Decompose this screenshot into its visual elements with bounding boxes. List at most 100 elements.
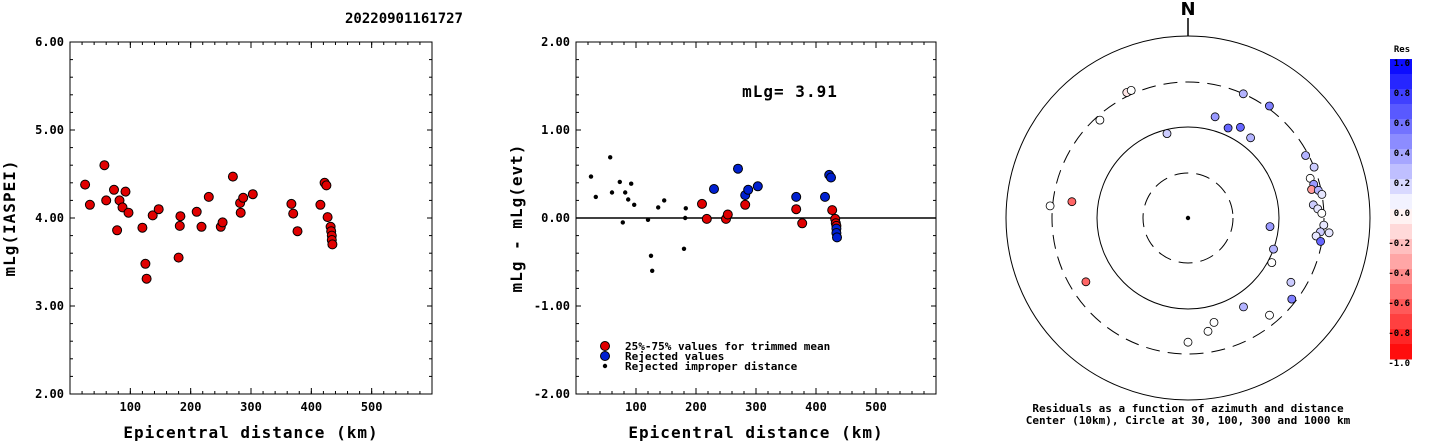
colorbar-cell xyxy=(1390,224,1412,240)
polar-station-point xyxy=(1236,122,1245,132)
panel2-data-point xyxy=(608,155,613,160)
colorbar-cell xyxy=(1390,104,1412,120)
polar-station-point xyxy=(1081,277,1091,287)
colorbar-cell xyxy=(1390,239,1412,255)
panel2-data-point xyxy=(620,220,625,225)
colorbar-cell xyxy=(1390,314,1412,330)
colorbar-cell xyxy=(1390,59,1412,75)
panel1-data-point xyxy=(99,160,110,171)
colorbar-cell xyxy=(1390,179,1412,195)
polar-station-point xyxy=(1265,310,1274,320)
panel1-data-point xyxy=(141,273,152,284)
panel1-data-point xyxy=(123,207,134,218)
colorbar-tick-label: -1.0 xyxy=(1388,359,1410,369)
panel2-data-point xyxy=(617,179,622,185)
panel2-data-point xyxy=(626,197,631,202)
panel1-data-point xyxy=(120,186,131,197)
panel1-data-point xyxy=(227,171,238,182)
polar-station-point xyxy=(1317,208,1327,218)
legend: 25%-75% values for trimmed mean Rejected… xyxy=(600,340,830,373)
panel2-xtick-label: 400 xyxy=(805,400,827,414)
polar-caption-line1: Residuals as a function of azimuth and d… xyxy=(1032,402,1344,415)
panel2-ytick-label: 1.00 xyxy=(541,123,570,137)
colorbar-cell xyxy=(1390,344,1412,360)
polar-station-point xyxy=(1162,129,1172,139)
panel1-ytick-label: 6.00 xyxy=(35,35,64,49)
panel1-data-point xyxy=(80,179,91,190)
panel1-data-point xyxy=(147,210,158,221)
panel2-data-point xyxy=(791,204,802,215)
panel2-data-point xyxy=(629,181,634,186)
panel1-data-point xyxy=(322,212,333,223)
panel2-data-point xyxy=(656,205,661,210)
panel2-xtick-label: 500 xyxy=(865,400,887,414)
polar-caption-line2: Center (10km), Circle at 30, 100, 300 an… xyxy=(1026,414,1351,427)
panel2-data-point xyxy=(588,174,594,179)
panel1-data-point xyxy=(315,199,326,210)
legend-label-trimmed: 25%-75% values for trimmed mean xyxy=(625,340,830,353)
panel1-data-point xyxy=(238,192,249,203)
colorbar-cell xyxy=(1390,74,1412,90)
panel2-data-point xyxy=(648,253,654,258)
legend-label-rejected: Rejected values xyxy=(625,350,724,363)
panel2-data-point xyxy=(820,191,830,202)
panel2-data-point xyxy=(743,184,754,195)
panel2-ylabel: mLg - mLg(evt) xyxy=(507,144,526,293)
panel2-data-point xyxy=(609,190,615,195)
panel-residual: -2.00 -1.00 0.00 1.00 2.00 100 200 300 400 500 mL… xyxy=(507,35,937,441)
panel2-data-point xyxy=(662,198,667,203)
colorbar-cell xyxy=(1390,119,1412,135)
panel1-data-point xyxy=(288,208,299,219)
polar-station-point xyxy=(1269,244,1278,254)
colorbar: Res 1.0 0.8 0.6 0.4 0.2 0.0 -0.2 -0.4 -0.6 -0.8 -1… xyxy=(1388,45,1412,369)
polar-station-point xyxy=(1095,115,1105,125)
colorbar-tick-label: 0.0 xyxy=(1394,209,1410,219)
panel1-ytick-label: 5.00 xyxy=(35,123,64,137)
colorbar-tick-label: 0.8 xyxy=(1394,89,1410,99)
polar-station-point xyxy=(1317,189,1327,199)
panel2-xtick-label: 300 xyxy=(745,400,767,414)
colorbar-tick-label: 0.6 xyxy=(1394,119,1410,129)
panel1-frame xyxy=(69,41,433,395)
panel1-xtick-label: 300 xyxy=(240,400,262,414)
colorbar-tick-label: 1.0 xyxy=(1394,59,1410,69)
panel2-data-point xyxy=(593,194,598,200)
panel1-data-point xyxy=(153,204,164,215)
polar-station-point xyxy=(1286,277,1296,287)
polar-station-point xyxy=(1301,151,1310,160)
colorbar-cell xyxy=(1390,254,1412,270)
panel1-data-point xyxy=(175,211,186,222)
legend-marker-trimmed xyxy=(600,341,610,351)
panel1-data-point xyxy=(217,217,228,228)
panel2-data-point xyxy=(701,213,712,224)
panel1-data-point xyxy=(196,221,207,232)
panel1-data-point xyxy=(137,222,148,233)
colorbar-tick-label: -0.4 xyxy=(1388,269,1410,279)
ring-30km xyxy=(1142,172,1234,264)
center-point xyxy=(1185,215,1191,221)
polar-station-point xyxy=(1309,162,1319,172)
colorbar-cell xyxy=(1390,194,1412,210)
polar-station-point xyxy=(1223,123,1233,133)
ring-100km xyxy=(1096,126,1280,310)
panel1-xlabel: Epicentral distance (km) xyxy=(123,423,378,441)
panel1-data-point xyxy=(235,207,246,218)
colorbar-cell xyxy=(1390,329,1412,345)
panel1-xtick-label: 100 xyxy=(119,400,141,414)
panel2-data-point xyxy=(709,184,719,194)
panel2-data-point xyxy=(623,190,628,195)
colorbar-cell xyxy=(1390,89,1412,105)
polar-station-point xyxy=(1067,197,1077,207)
polar-points xyxy=(1045,86,1334,347)
panel2-data-point xyxy=(740,199,751,210)
legend-marker-rejected xyxy=(600,351,610,361)
panel-magnitude: 2.00 3.00 4.00 5.00 6.00 100 200 300 400 500 Epic… xyxy=(0,35,433,441)
panel2-axes: -2.00 -1.00 0.00 1.00 2.00 100 200 300 400 500 xyxy=(534,35,937,414)
magnitude-annotation: mLg= 3.91 xyxy=(742,82,838,101)
panel2-data-point xyxy=(650,268,655,273)
polar-station-point xyxy=(1324,228,1334,238)
panel2-data-point xyxy=(645,217,651,222)
panel1-xtick-label: 400 xyxy=(300,400,322,414)
polar-station-point xyxy=(1265,222,1275,232)
